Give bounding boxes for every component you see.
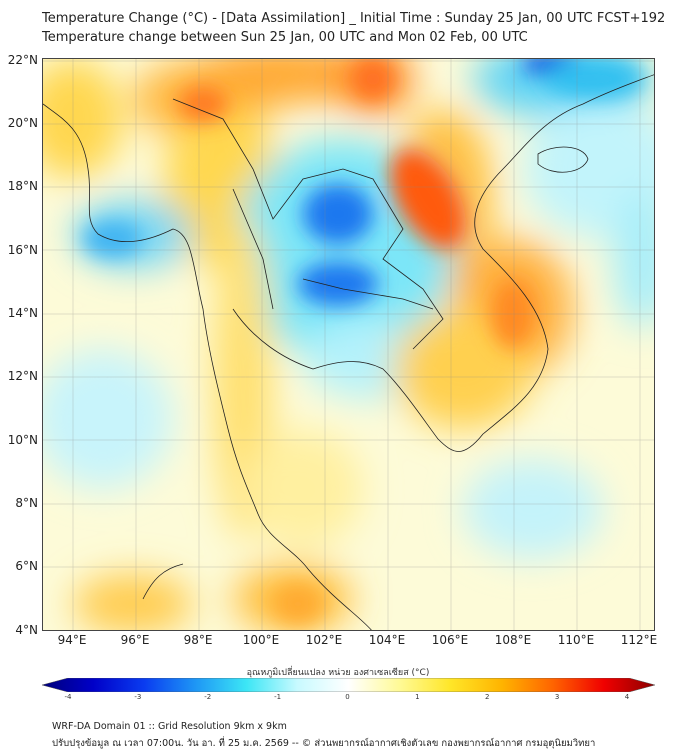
lon-label: 98°E (183, 633, 213, 647)
lat-label: 18°N (7, 179, 38, 193)
lon-label: 100°E (242, 633, 280, 647)
footer-credits: ปรับปรุงข้อมูล ณ เวลา 07:00น. วัน อา. ที… (52, 738, 596, 749)
colorbar-tick: -1 (274, 693, 282, 701)
colorbar-tick: 1 (415, 693, 420, 701)
colorbar-tick: 2 (485, 693, 490, 701)
colorbar-tick: -3 (134, 693, 142, 701)
lon-label: 110°E (557, 633, 595, 647)
lat-label: 20°N (7, 116, 38, 130)
colorbar (42, 678, 655, 692)
extreme-field (83, 59, 643, 624)
colorbar-tick: -4 (64, 693, 72, 701)
lat-label: 8°N (15, 496, 38, 510)
lat-label: 16°N (7, 243, 38, 257)
coastlines (43, 74, 654, 630)
lat-label: 14°N (7, 306, 38, 320)
lat-label: 4°N (15, 623, 38, 637)
lon-label: 102°E (305, 633, 343, 647)
lon-label: 104°E (368, 633, 406, 647)
lon-label: 112°E (620, 633, 658, 647)
footer-model-info: WRF-DA Domain 01 :: Grid Resolution 9km … (52, 721, 287, 732)
lon-label: 108°E (494, 633, 532, 647)
colorbar-label: อุณหภูมิเปลี่ยนแปลง หน่วย องศาเซลเซียส (… (246, 668, 430, 678)
map-field (43, 59, 654, 630)
gridlines (43, 59, 654, 630)
lat-label: 22°N (7, 53, 38, 67)
lon-label: 96°E (120, 633, 150, 647)
colorbar-tick: 3 (554, 693, 560, 701)
chart-title: Temperature Change (°C) - [Data Assimila… (42, 11, 666, 26)
colorbar-tick: -2 (204, 693, 212, 701)
warm-cold-field (43, 59, 654, 630)
lon-label: 106°E (431, 633, 469, 647)
colorbar-tick: 0 (345, 693, 350, 701)
lat-label: 6°N (15, 559, 38, 573)
lat-label: 10°N (7, 433, 38, 447)
colorbar-tick: 4 (624, 693, 630, 701)
lat-label: 12°N (7, 369, 38, 383)
temperature-change-map (42, 58, 655, 631)
lon-label: 94°E (57, 633, 87, 647)
chart-subtitle: Temperature change between Sun 25 Jan, 0… (42, 30, 528, 45)
